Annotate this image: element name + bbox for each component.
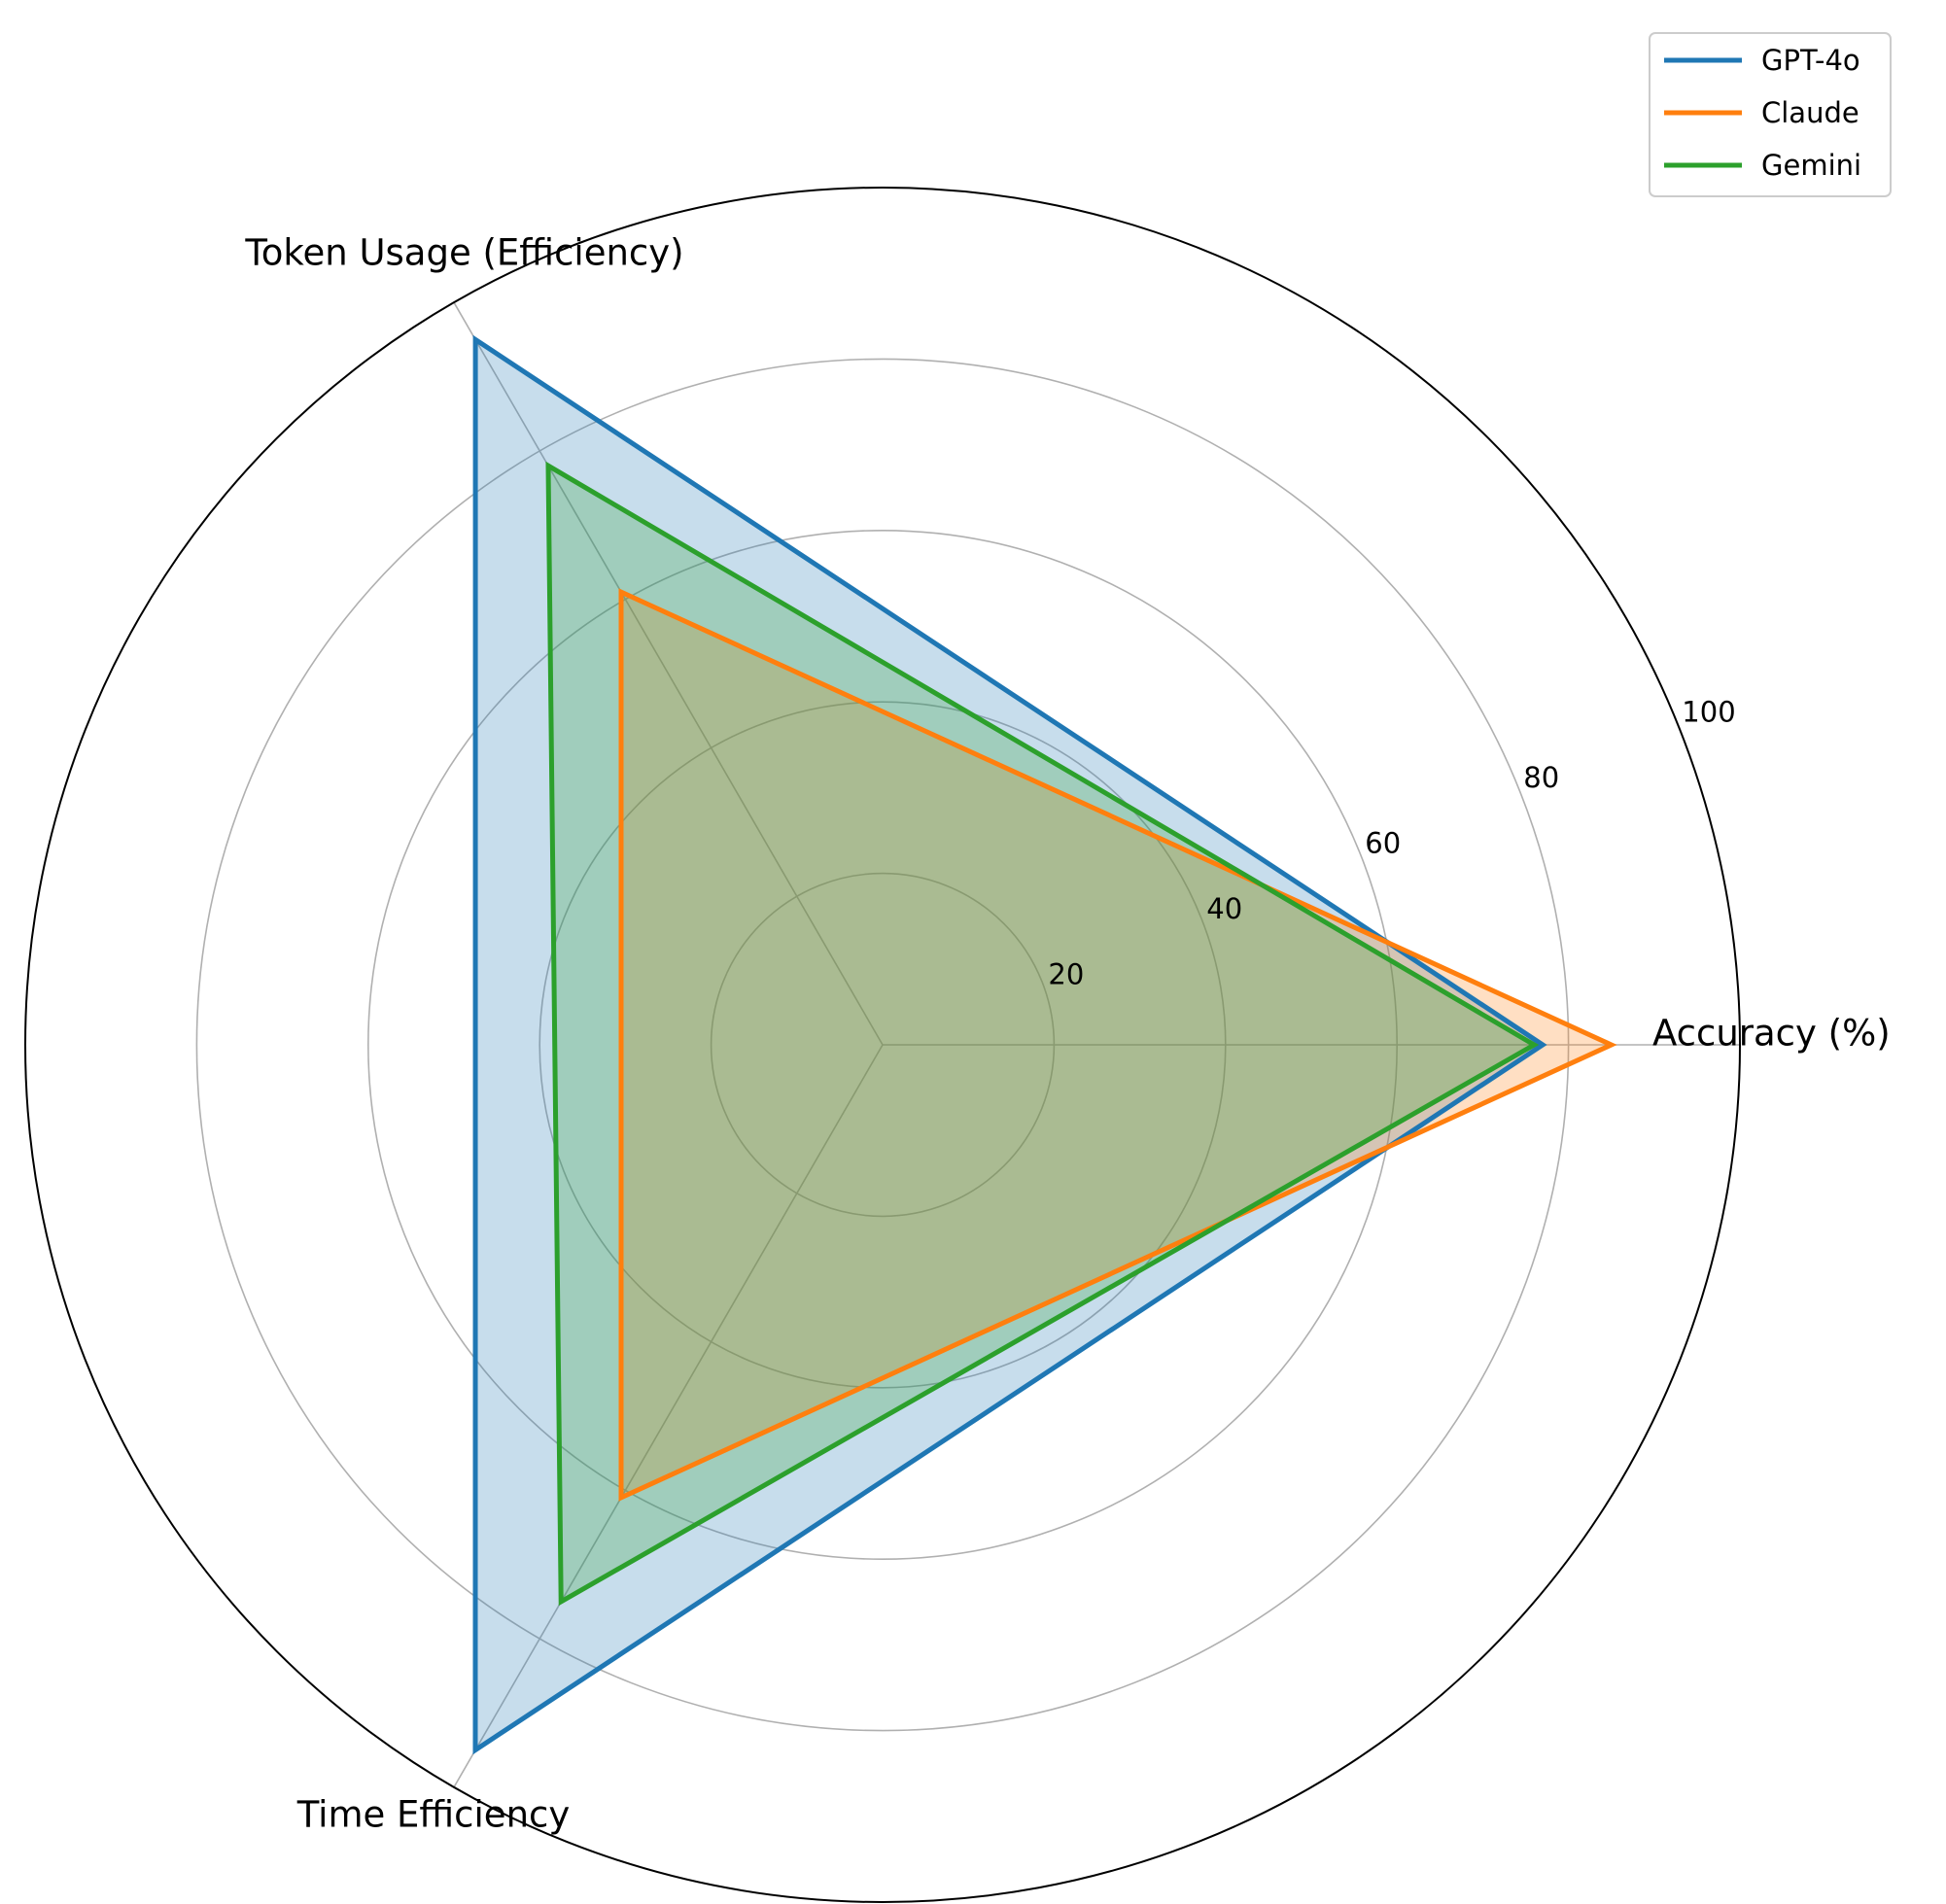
axis-labels: Accuracy (%) Token Usage (Efficiency) Ti…: [244, 232, 1890, 1836]
legend-label-gemini: Gemini: [1761, 149, 1861, 182]
axis-label-time-efficiency: Time Efficiency: [296, 1794, 571, 1836]
axis-label-token-usage: Token Usage (Efficiency): [244, 232, 683, 274]
outer-frame: [24, 187, 1741, 1903]
tick-labels: 20 40 60 80 100: [1048, 695, 1735, 990]
series-line-1: [618, 588, 1617, 1502]
series-line-0: [472, 334, 1547, 1755]
series-fill-0: [475, 339, 1544, 1750]
legend-box: [1649, 32, 1892, 197]
legend-label-gpt4o: GPT-4o: [1761, 44, 1860, 77]
grid-spoke-1: [453, 301, 884, 1046]
series-fill-1: [621, 592, 1612, 1498]
r-tick-label-40: 40: [1206, 892, 1242, 925]
legend: GPT-4o Claude Gemini: [1649, 32, 1892, 197]
outer-circle: [24, 187, 1741, 1903]
series-line-2: [545, 461, 1540, 1607]
r-tick-label-20: 20: [1048, 957, 1084, 990]
legend-label-claude: Claude: [1761, 96, 1859, 129]
grid-spoke-2: [453, 1044, 884, 1788]
grid-layer: [195, 301, 1740, 1788]
series-layer: [472, 334, 1617, 1755]
r-tick-label-100: 100: [1682, 695, 1735, 728]
r-tick-label-80: 80: [1523, 761, 1559, 794]
r-tick-label-60: 60: [1365, 826, 1401, 859]
series-fill-2: [548, 466, 1535, 1602]
axis-label-accuracy: Accuracy (%): [1652, 1013, 1891, 1055]
